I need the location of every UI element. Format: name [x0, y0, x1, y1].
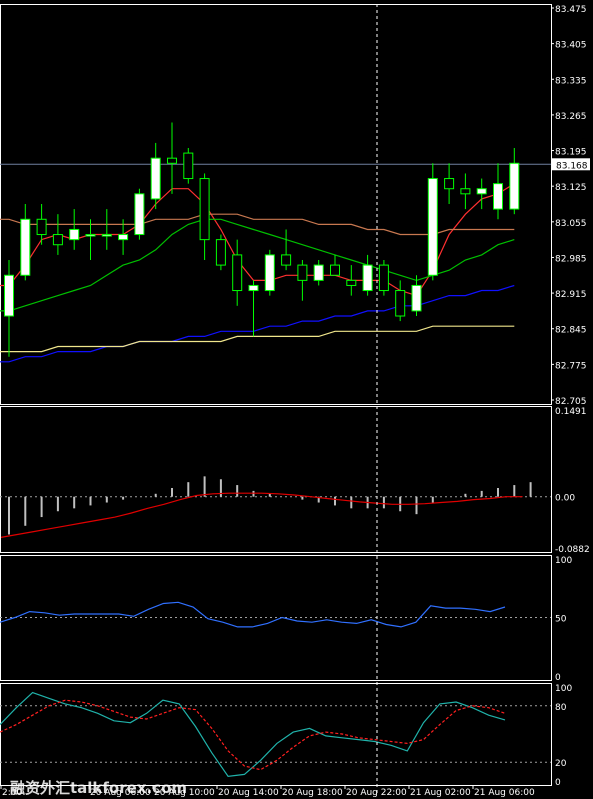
panel-border-stoch: [0, 683, 552, 786]
price-tick-label: 83.195: [555, 148, 587, 158]
candle-body: [378, 264, 389, 292]
price-tick-label: 82.845: [555, 326, 587, 336]
candle-body: [118, 234, 129, 241]
candle-body: [281, 254, 292, 266]
candle-body: [427, 178, 438, 276]
candle-body: [52, 234, 63, 246]
axis-labels: 83.475 83.405 83.335 83.265 83.195 83.125 83.0…: [0, 5, 590, 798]
candle-body: [313, 264, 324, 281]
current-price-label: 83.168: [556, 161, 588, 171]
candle-body: [4, 274, 14, 317]
stochastic-tick-label: 100: [555, 684, 572, 694]
candle-body: [395, 290, 406, 317]
current-price-box: [552, 158, 590, 171]
candle-body: [411, 284, 422, 312]
candle-body: [232, 254, 243, 292]
moving-average-line-5: [0, 325, 515, 353]
panel-border-osc: [0, 406, 552, 553]
candle-body: [509, 162, 520, 210]
signal-line: [0, 492, 523, 538]
stochastic-tick-label: 20: [555, 759, 567, 769]
candle-body: [85, 234, 96, 237]
oscillator-tick-label: 0.00: [555, 494, 575, 504]
price-tick-label: 83.475: [555, 5, 587, 15]
candle-body: [36, 218, 47, 236]
oscillator-tick-label: 0.1491: [555, 407, 587, 417]
moving-average-line-3: [0, 213, 515, 236]
candle-body: [460, 188, 471, 195]
stochastic-panel[interactable]: [0, 691, 551, 777]
rsi-tick-label: 50: [555, 615, 567, 625]
moving-average-line-4: [0, 284, 515, 363]
candle-body: [20, 218, 31, 276]
rsi-tick-label: 0: [555, 673, 561, 683]
price-tick-label: 83.055: [555, 219, 587, 229]
candle-body: [297, 264, 308, 281]
candle-body: [183, 152, 194, 180]
time-tick-label: 20 Aug 06:00: [90, 788, 151, 798]
candle-body: [362, 264, 373, 292]
candle-body: [264, 254, 275, 292]
candle-body: [248, 284, 259, 292]
candle-body: [330, 264, 340, 276]
price-tick-label: 83.125: [555, 183, 587, 193]
panel-frames: [0, 4, 552, 786]
time-tick-label: 21 Aug 06:00: [474, 788, 535, 798]
time-tick-label: 20 Aug 18:00: [282, 788, 343, 798]
time-tick-label: 20 Aug 10:00: [154, 788, 215, 798]
price-tick-label: 82.985: [555, 254, 587, 264]
candle-body: [167, 157, 177, 164]
rsi-panel[interactable]: [0, 601, 551, 628]
price-tick-label: 83.405: [555, 41, 587, 51]
price-tick-label: 82.775: [555, 361, 587, 371]
candle-body: [199, 178, 210, 241]
stochastic-tick-label: 0: [555, 778, 561, 788]
price-tick-label: 83.265: [555, 112, 587, 122]
time-tick-label: 20 Aug 14:00: [218, 788, 279, 798]
candle-body: [493, 183, 503, 210]
candle-body: [444, 178, 455, 190]
time-tick-label: 2:00: [2, 788, 22, 798]
price-tick-label: 82.705: [555, 397, 587, 407]
price-tick-label: 83.335: [555, 76, 587, 86]
price-panel[interactable]: [0, 122, 551, 363]
rsi-tick-label: 100: [555, 556, 572, 566]
stochastic-tick-label: 80: [555, 703, 567, 713]
time-tick-label: 20 Aug 22:00: [346, 788, 407, 798]
candle-body: [215, 239, 226, 266]
candle-body: [150, 157, 161, 200]
oscillator-panel[interactable]: [0, 476, 551, 538]
moving-average-line-2: [0, 218, 515, 312]
candle-body: [101, 234, 112, 237]
oscillator-tick-label: -0.0882: [555, 545, 590, 555]
panel-border-price: [0, 4, 552, 405]
rsi-line: [0, 601, 506, 628]
candle-body: [476, 188, 487, 195]
price-tick-label: 82.915: [555, 290, 587, 300]
time-tick-label: 21 Aug 02:00: [410, 788, 471, 798]
candle-body: [134, 193, 145, 236]
candle-body: [69, 228, 80, 241]
stochastic-signal-line: [0, 699, 506, 771]
watermark-text: 融资外汇talkforex.com: [10, 779, 187, 797]
candle-body: [346, 279, 357, 286]
